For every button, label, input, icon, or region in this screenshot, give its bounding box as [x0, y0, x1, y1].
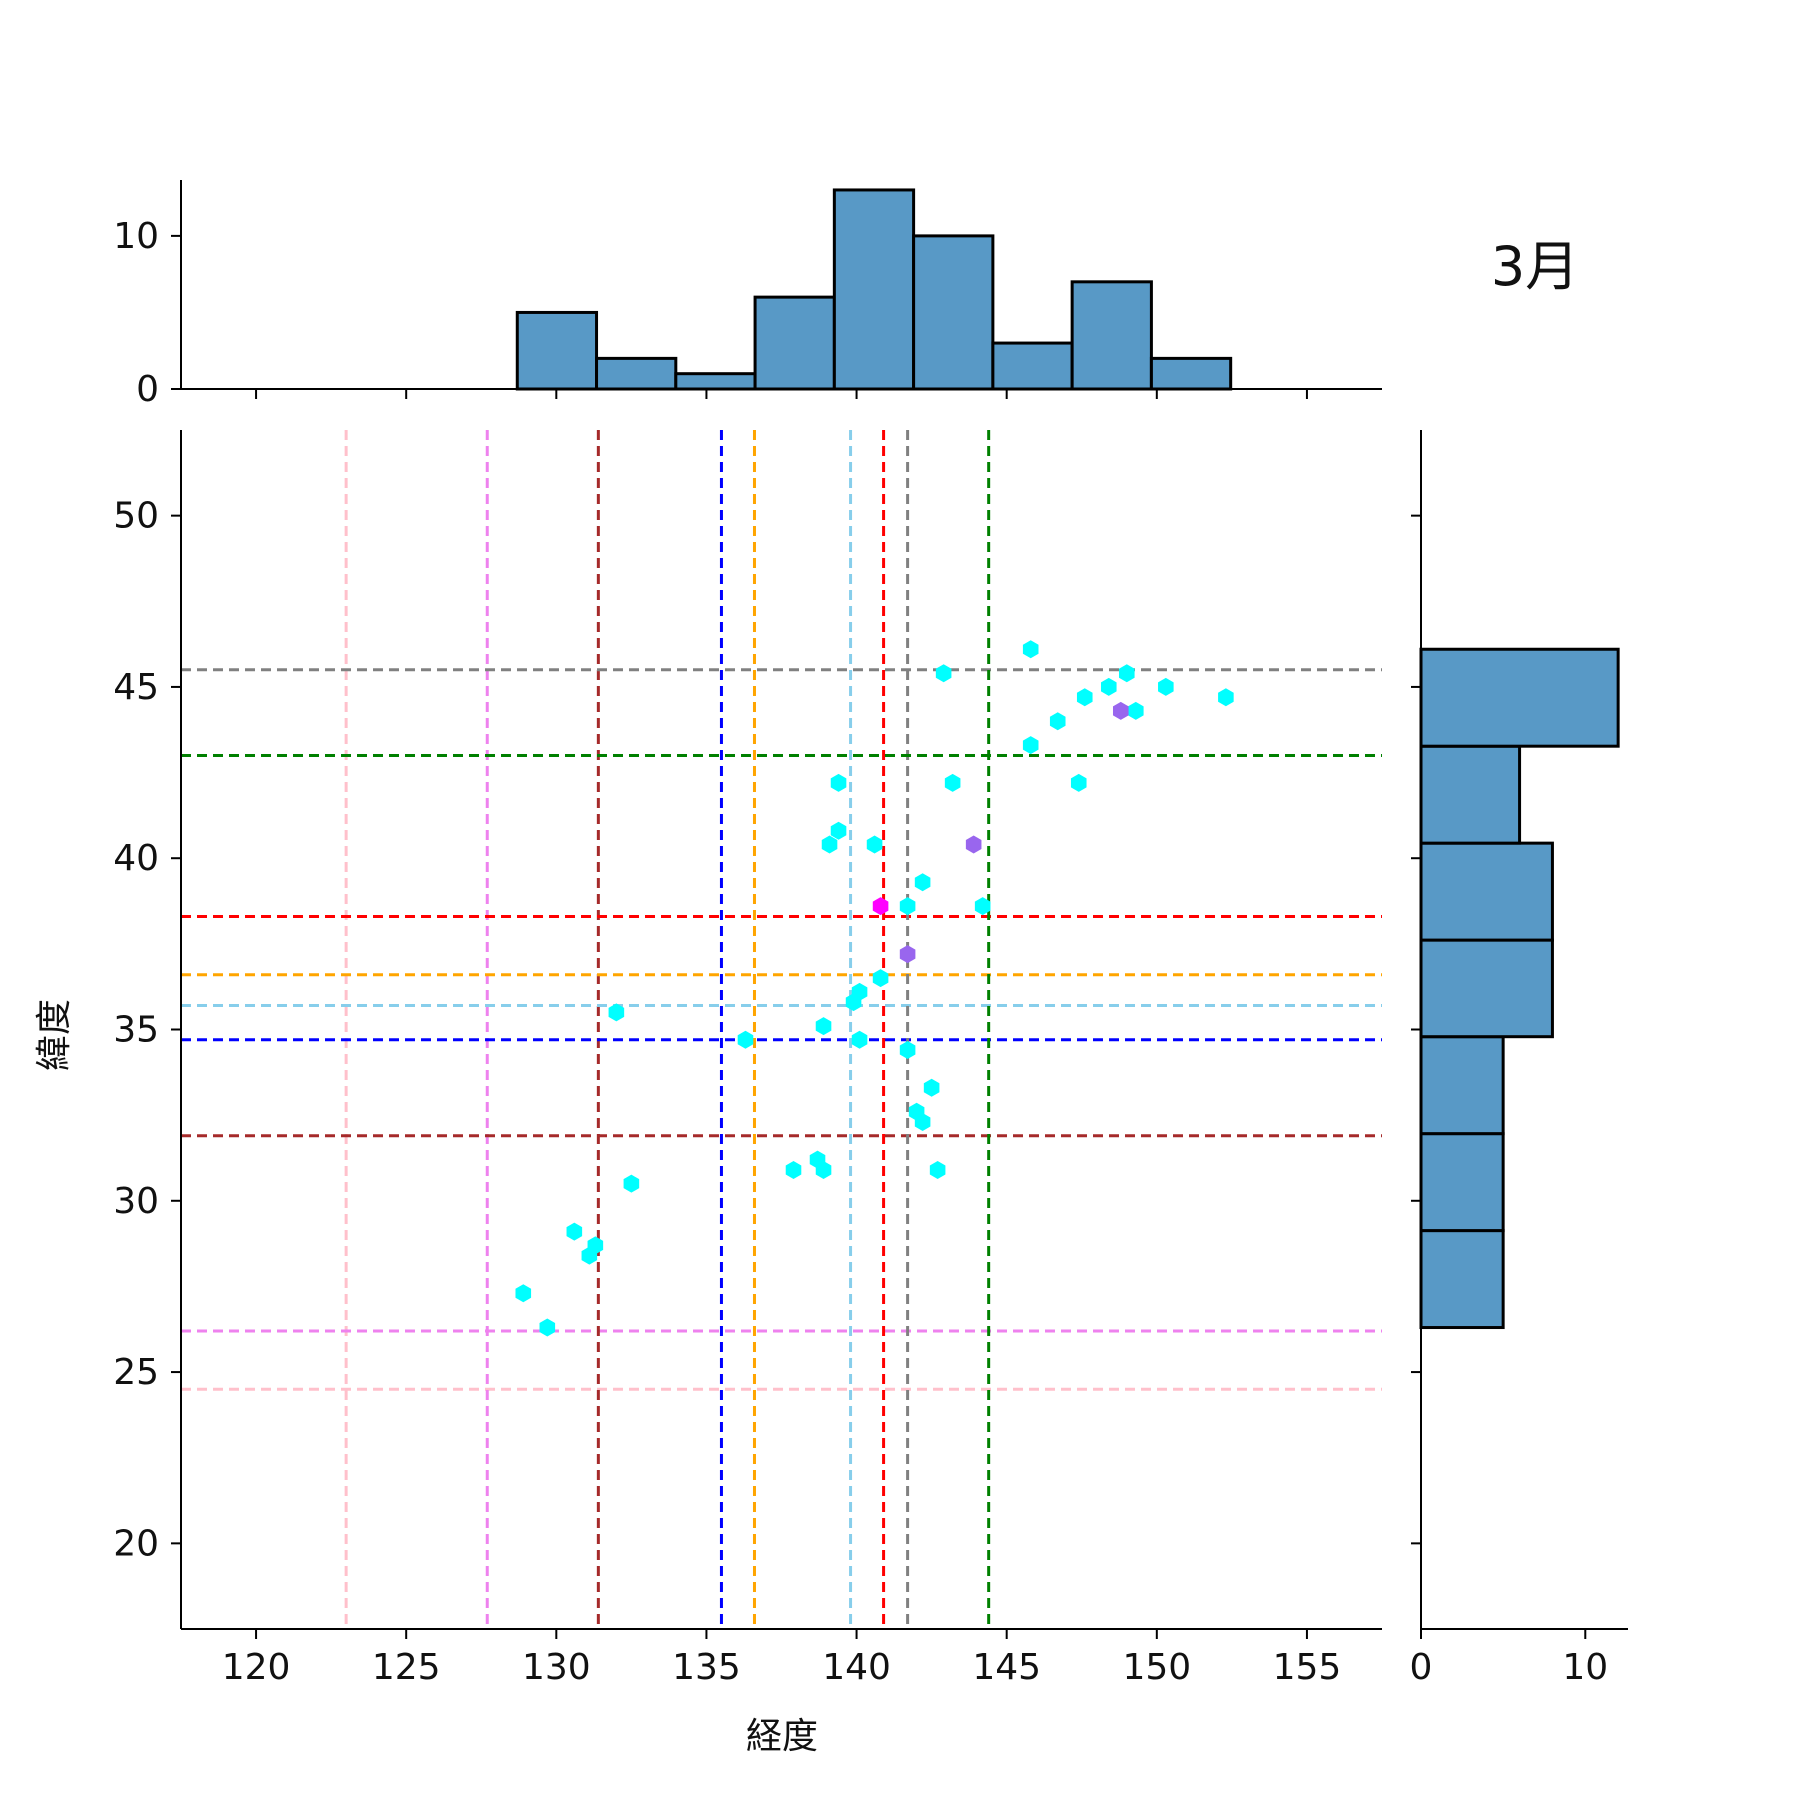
- hex-point: [566, 1222, 583, 1241]
- x-tick-label: 150: [1122, 1647, 1191, 1688]
- x-tick-label: 125: [372, 1647, 441, 1688]
- month-annotation: 3月: [1491, 235, 1579, 298]
- hex-point: [899, 897, 916, 916]
- y-tick-label: 20: [113, 1523, 159, 1564]
- hex-point: [914, 1112, 931, 1131]
- hex-point: [1112, 701, 1129, 720]
- marginal-histogram-x: 0 10: [113, 180, 1382, 410]
- hex-point: [1070, 773, 1087, 792]
- histogram-bar-y: [1419, 841, 1554, 942]
- y-tick-label: 30: [113, 1181, 159, 1222]
- x-tick-label: 135: [672, 1647, 741, 1688]
- hex-point: [1100, 677, 1117, 696]
- hex-point: [785, 1160, 802, 1179]
- hex-point: [914, 873, 931, 892]
- hex-point: [899, 945, 916, 964]
- histogram-bar-y: [1419, 1035, 1505, 1136]
- hex-point: [866, 835, 883, 854]
- y-tick-label: 40: [113, 838, 159, 879]
- hex-point: [1076, 688, 1093, 707]
- x-tick-label: 145: [972, 1647, 1041, 1688]
- hex-point: [539, 1318, 556, 1337]
- hex-point: [1022, 736, 1039, 755]
- hex-point: [1022, 640, 1039, 659]
- hex-point: [935, 664, 952, 683]
- hex-point: [1049, 712, 1066, 731]
- histogram-bar-x: [991, 341, 1074, 391]
- hex-point: [923, 1078, 940, 1097]
- x-tick-label: 130: [522, 1647, 591, 1688]
- histogram-bar-x: [1149, 356, 1233, 391]
- histogram-bar-x: [1070, 280, 1153, 391]
- hex-point: [965, 835, 982, 854]
- hex-point: [974, 897, 991, 916]
- x-tick-label: 120: [222, 1647, 291, 1688]
- hex-point: [1128, 701, 1144, 720]
- x-tick-label: 140: [822, 1647, 891, 1688]
- hex-point: [815, 1017, 832, 1036]
- marginal-histogram-y: 0 10: [1410, 430, 1628, 1688]
- marginal-y-count-label: 0: [1410, 1647, 1433, 1688]
- hex-point: [944, 773, 961, 792]
- y-tick-label: 25: [113, 1352, 159, 1393]
- histogram-bar-y: [1419, 744, 1522, 845]
- histogram-bar-y: [1419, 938, 1554, 1039]
- hex-point: [872, 897, 889, 916]
- hex-point: [851, 1030, 868, 1049]
- x-axis-label: 経度: [746, 1716, 818, 1757]
- hex-point: [830, 773, 847, 792]
- histogram-bar-y: [1419, 647, 1620, 748]
- hex-point: [1118, 664, 1135, 683]
- histogram-bar-x: [912, 234, 995, 391]
- histogram-bar-x: [832, 188, 916, 391]
- histogram-bar-x: [674, 372, 757, 391]
- histogram-bar-x: [753, 295, 836, 391]
- x-tick-label: 155: [1273, 1647, 1342, 1688]
- marginal-x-count-label: 0: [136, 369, 159, 410]
- hex-point: [737, 1030, 754, 1049]
- hex-point: [515, 1284, 532, 1303]
- marginal-y-count-label: 10: [1562, 1647, 1608, 1688]
- hex-point: [830, 821, 847, 840]
- joint-plot-area: 120 125 130 135 140 145 150 155 20 25 30 35 40 45 50: [113, 430, 1382, 1688]
- hex-point: [608, 1003, 625, 1022]
- hex-point: [899, 1041, 916, 1060]
- marginal-x-count-label: 10: [113, 216, 159, 257]
- histogram-bar-x: [595, 356, 678, 391]
- y-tick-label: 45: [113, 667, 159, 708]
- histogram-bar-y: [1419, 1229, 1505, 1330]
- hex-point: [1218, 688, 1234, 707]
- hex-point: [929, 1160, 946, 1179]
- hex-point: [581, 1246, 598, 1265]
- y-axis-label: 緯度: [34, 999, 75, 1071]
- y-tick-label: 35: [113, 1010, 159, 1051]
- histogram-bar-x: [515, 310, 599, 391]
- y-tick-label: 50: [113, 496, 159, 537]
- hex-point: [872, 969, 889, 988]
- hex-point: [845, 993, 862, 1012]
- hex-point: [815, 1160, 832, 1179]
- histogram-bar-y: [1419, 1132, 1505, 1233]
- hex-point: [821, 835, 838, 854]
- hex-point: [1158, 677, 1174, 696]
- hex-point: [623, 1174, 640, 1193]
